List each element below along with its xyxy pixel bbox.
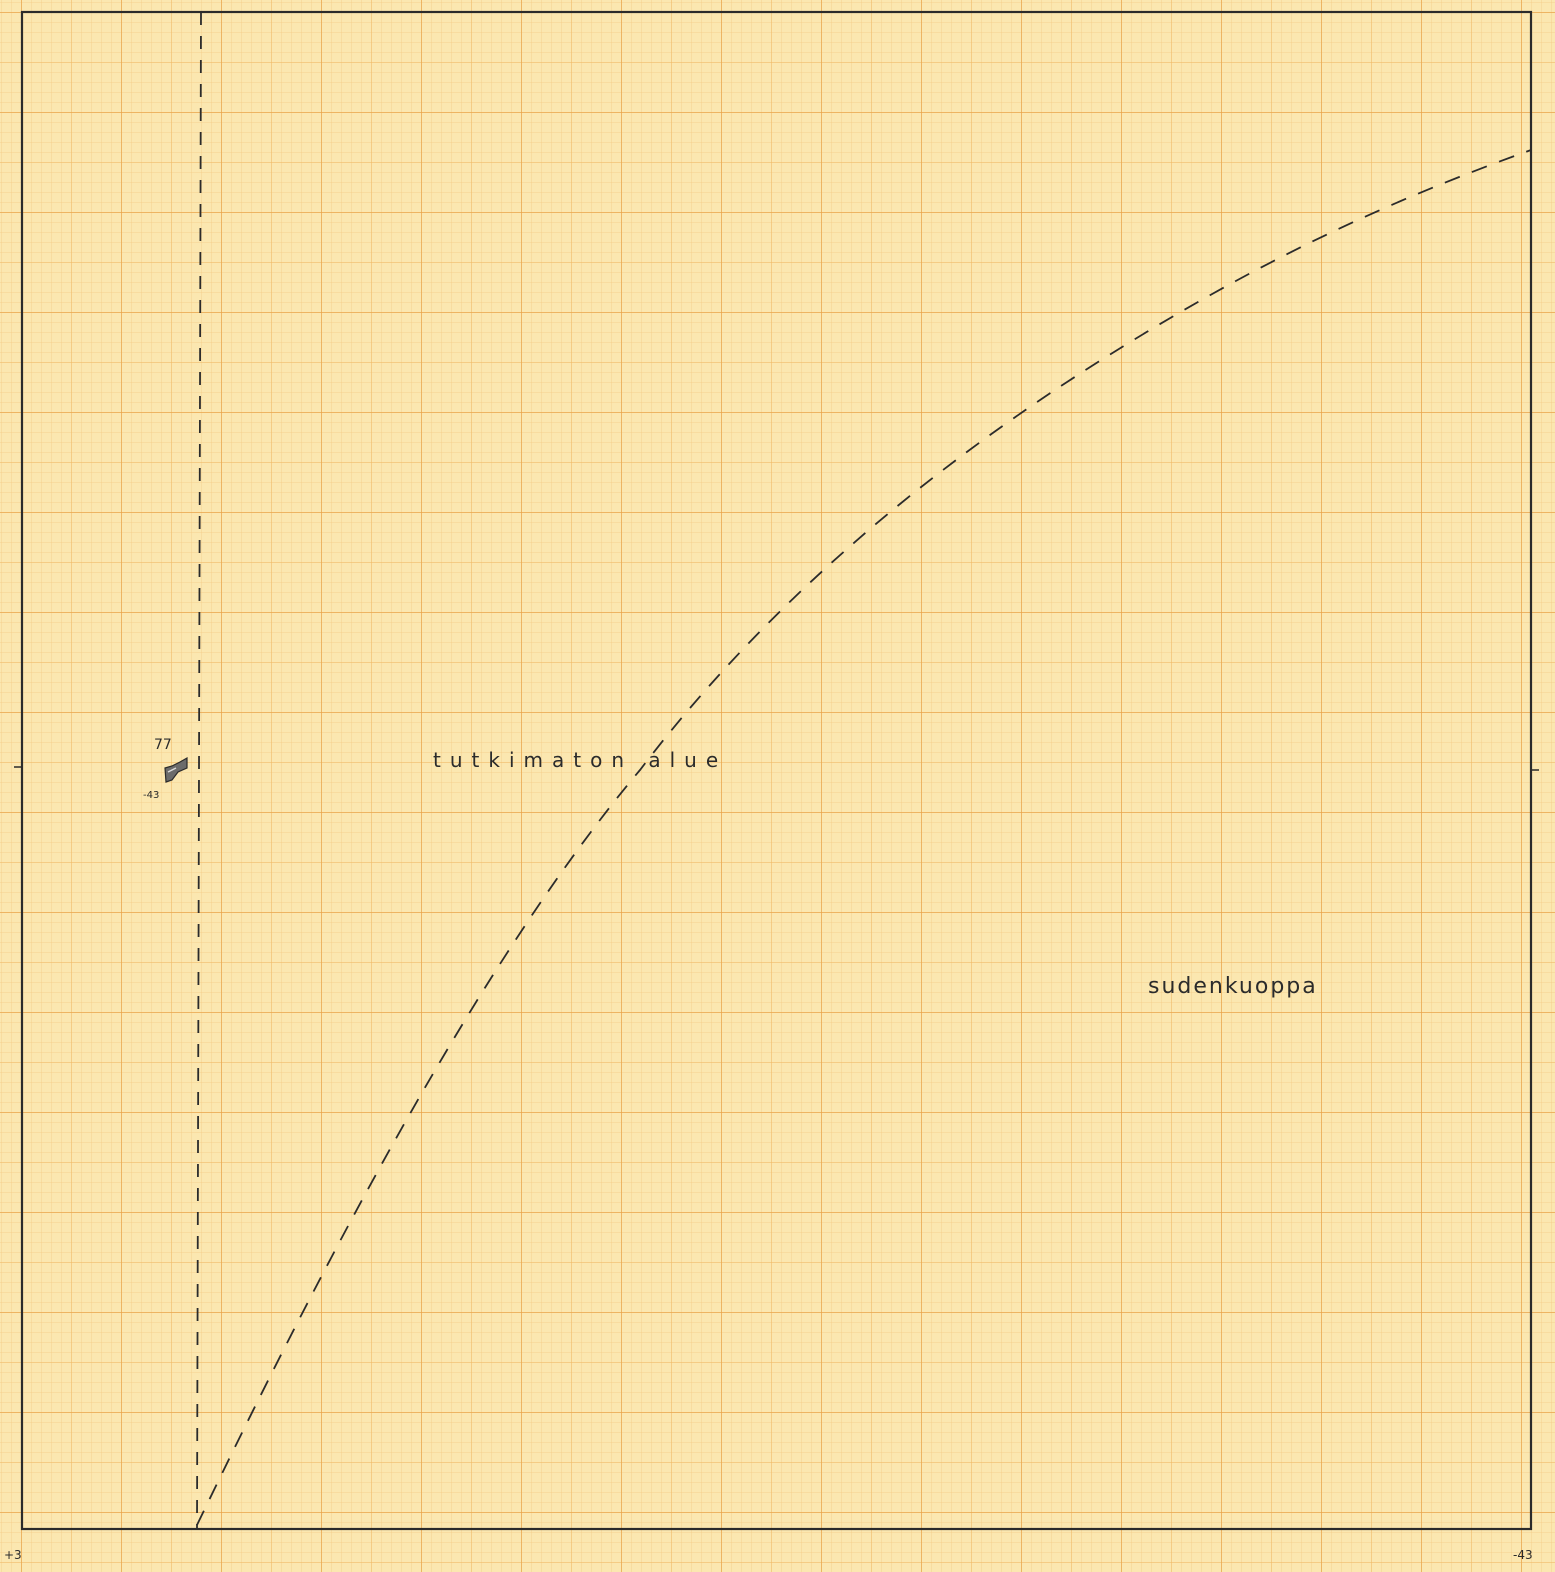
vertical-boundary-dashed-line (196, 11, 202, 1530)
corner-coordinate-left: +3 (4, 1548, 22, 1562)
find-depth-label: -43 (143, 790, 160, 801)
corner-coordinate-right: -43 (1513, 1548, 1533, 1562)
plan-frame (20, 10, 1533, 1531)
unexplored-area-label: tutkimaton alue (433, 748, 728, 772)
artifact-find-icon (164, 756, 188, 783)
find-number-label: 77 (154, 737, 172, 753)
pit-label: sudenkuoppa (1148, 974, 1318, 999)
curved-boundary-dashed-line (196, 149, 1532, 1526)
